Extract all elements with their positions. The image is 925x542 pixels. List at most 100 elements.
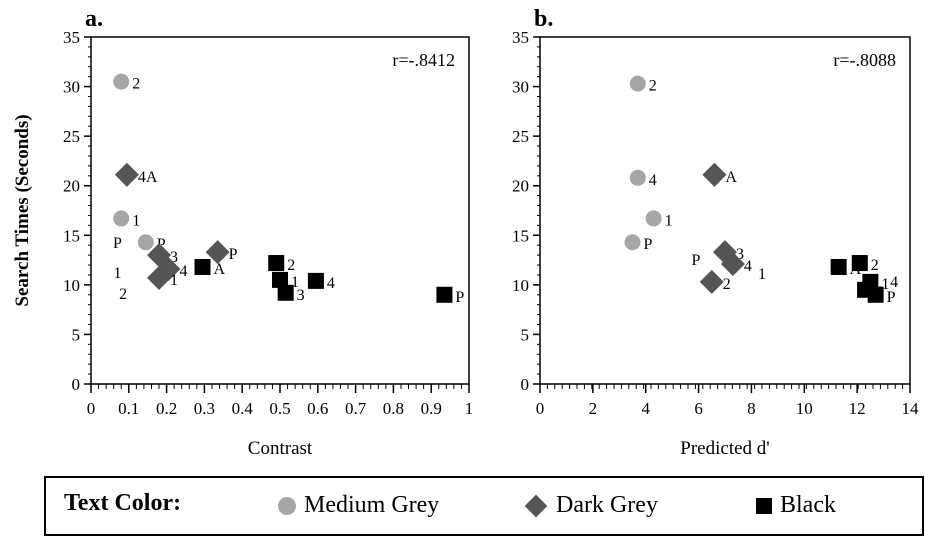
data-point-label: 1 (170, 272, 178, 289)
data-point-label: P (157, 236, 166, 253)
data-point-label: P (455, 289, 464, 306)
legend: Text Color: Medium Grey Dark Grey Black (44, 476, 924, 536)
y-tick-label: 25 (63, 127, 80, 146)
x-tick-label: 6 (694, 399, 703, 418)
legend-item-medium-grey: Medium Grey (278, 492, 439, 519)
x-tick-label: 0.7 (345, 399, 367, 418)
data-point-label: 2 (649, 78, 657, 95)
data-point-label: 1 (665, 212, 673, 229)
x-tick-label: 8 (747, 399, 756, 418)
data-point-black (307, 272, 324, 289)
x-tick-label: 0.9 (421, 399, 442, 418)
data-point-label: 4 (179, 263, 187, 280)
data-point-medium-grey (645, 210, 662, 227)
y-axis-label: Search Times (Seconds) (12, 114, 33, 306)
y-tick-label: 5 (72, 325, 81, 344)
data-point-black (272, 271, 288, 288)
data-point-label: 2 (119, 286, 127, 303)
data-point-black (867, 286, 884, 303)
data-point-dark-grey (702, 162, 727, 187)
legend-label: Dark Grey (556, 492, 658, 518)
x-tick-label: 0.1 (118, 399, 139, 418)
y-tick-label: 35 (63, 28, 80, 47)
data-point-label: 1 (881, 276, 889, 293)
data-point-label: 4 (890, 274, 898, 291)
y-tick-label: 0 (521, 375, 530, 394)
data-point-medium-grey (113, 73, 130, 90)
x-tick-label: 1 (465, 399, 474, 418)
x-tick-label: 0.3 (194, 399, 215, 418)
data-point-dark-grey (699, 269, 724, 294)
x-tick-label: 0.5 (269, 399, 290, 418)
y-tick-label: 35 (512, 28, 529, 47)
data-point-label: 3 (736, 246, 744, 263)
data-point-medium-grey (624, 234, 641, 251)
data-point-medium-grey (629, 75, 646, 92)
data-point-label: P (229, 246, 238, 263)
x-tick-label: 2 (589, 399, 598, 418)
data-point-black (851, 255, 868, 272)
data-point-label: 2 (723, 276, 731, 293)
correlation-annotation: r=-.8088 (833, 50, 896, 70)
correlation-annotation: r=-.8412 (392, 50, 455, 70)
plot-frame (539, 36, 911, 385)
y-tick-label: 20 (512, 177, 529, 196)
data-point-black (268, 255, 285, 272)
data-point-dark-grey (114, 162, 139, 187)
legend-title: Text Color: (64, 490, 182, 516)
y-tick-label: 30 (512, 78, 529, 97)
data-point-medium-grey (629, 169, 646, 186)
data-point-label: 1 (113, 265, 121, 282)
x-tick-label: 0.6 (307, 399, 328, 418)
data-point-black (830, 259, 847, 276)
data-point-label: A (725, 169, 737, 186)
data-point-label: P (113, 235, 122, 252)
diamond-marker-icon (524, 494, 548, 517)
x-tick-label: 0.4 (232, 399, 254, 418)
data-point-label: 3 (170, 249, 178, 266)
x-axis-label: Predicted d' (680, 438, 769, 459)
y-tick-label: 30 (63, 78, 80, 97)
data-point-label: 1 (291, 274, 299, 291)
x-axis-label: Contrast (248, 438, 313, 459)
data-point-label: 2 (287, 257, 295, 274)
data-point-dark-grey (147, 265, 172, 290)
y-tick-label: 10 (63, 276, 80, 295)
legend-item-black: Black (756, 492, 836, 519)
x-tick-label: 0 (536, 399, 545, 418)
y-tick-label: 5 (521, 325, 530, 344)
data-point-black (436, 286, 453, 303)
data-point-label: P (644, 236, 653, 253)
data-point-label: 2 (132, 76, 140, 93)
x-tick-label: 4 (641, 399, 650, 418)
data-point-label: 1 (132, 212, 140, 229)
data-point-label: 4 (327, 275, 335, 292)
panel-label: a. (85, 6, 103, 32)
x-tick-label: 10 (796, 399, 813, 418)
x-tick-label: 12 (849, 399, 866, 418)
data-point-label: 4 (649, 172, 657, 189)
circle-marker-icon (278, 496, 296, 515)
x-tick-label: 0.8 (383, 399, 404, 418)
panel-label: b. (534, 6, 553, 32)
legend-item-dark-grey: Dark Grey (524, 492, 658, 519)
data-point-black (194, 259, 211, 276)
x-tick-label: 14 (902, 399, 920, 418)
y-tick-label: 15 (512, 226, 529, 245)
legend-label: Black (780, 492, 836, 518)
legend-label: Medium Grey (304, 492, 440, 518)
square-marker-icon (756, 497, 772, 514)
x-tick-label: 0 (87, 399, 96, 418)
data-point-label: A (214, 261, 226, 278)
y-tick-label: 20 (63, 177, 80, 196)
y-tick-label: 25 (512, 127, 529, 146)
data-point-label: P (887, 289, 896, 306)
data-point-medium-grey (113, 210, 130, 227)
data-point-label: 4A (138, 169, 158, 186)
data-point-medium-grey (137, 234, 154, 251)
y-tick-label: 15 (63, 226, 80, 245)
x-tick-label: 0.2 (156, 399, 177, 418)
plot-frame (90, 36, 470, 385)
data-point-label: 2 (871, 257, 879, 274)
